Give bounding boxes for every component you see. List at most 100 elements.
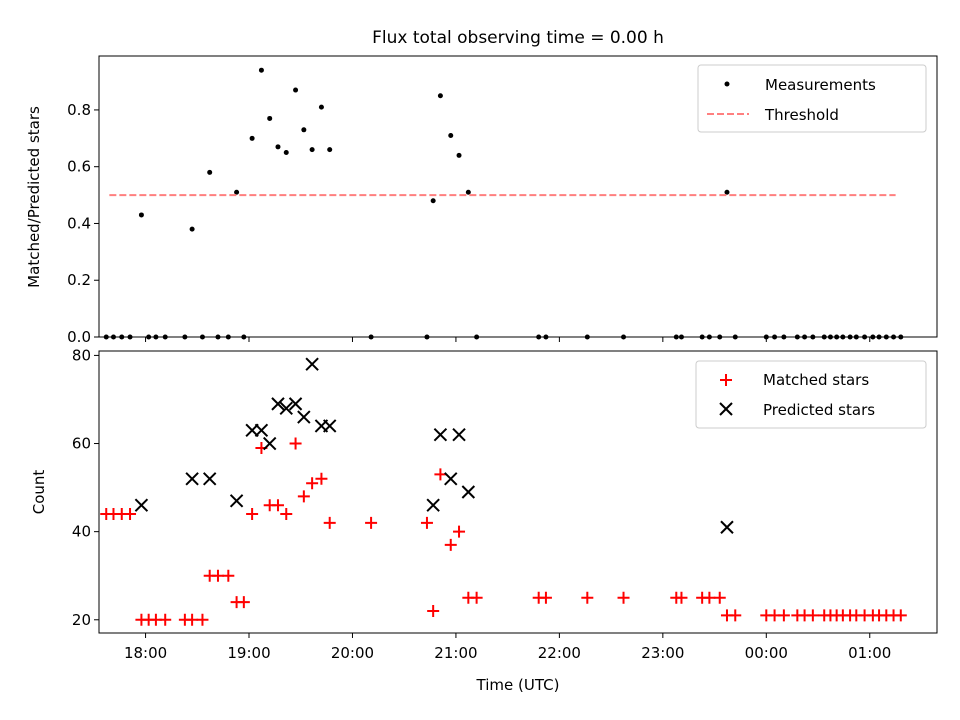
predicted-star-point	[202, 472, 217, 486]
matched-star-point	[365, 516, 378, 529]
predicted-star-point	[444, 472, 458, 486]
matched-star-point	[894, 609, 907, 622]
top-legend-box	[697, 64, 927, 133]
legend-measurements-label: Measurements	[765, 76, 876, 94]
matched-star-point	[315, 472, 328, 485]
measurement-point	[234, 189, 240, 195]
matched-star-point	[617, 591, 630, 604]
matched-star-point	[211, 569, 224, 582]
predicted-star-point	[433, 428, 448, 442]
x-tick-label: 19:00	[227, 644, 270, 662]
measurement-point	[309, 147, 315, 153]
top-y-axis-label: Matched/Predicted stars	[25, 106, 43, 288]
matched-star-point	[237, 596, 250, 609]
y-tick-label: 0.2	[67, 271, 91, 289]
matched-star-point	[444, 538, 457, 551]
bottom-y-axis-label: Count	[30, 470, 48, 515]
predicted-star-point	[279, 401, 293, 415]
measurement-point	[430, 198, 436, 204]
predicted-star-point	[720, 520, 734, 534]
top-panel: 0.00.20.40.60.8 Matched/Predicted stars …	[25, 55, 938, 346]
matched-star-point	[196, 613, 209, 626]
predicted-star-point	[254, 423, 269, 438]
matched-star-point	[713, 591, 726, 604]
y-tick-label: 60	[72, 435, 91, 453]
predicted-star-point	[262, 436, 277, 451]
legend-threshold-label: Threshold	[764, 106, 839, 124]
measurement-point	[301, 127, 307, 133]
predicted-star-point	[452, 428, 466, 442]
matched-star-point	[729, 609, 742, 622]
measurement-point	[258, 67, 264, 73]
matched-star-point	[306, 477, 319, 490]
legend-predicted-marker	[719, 402, 733, 416]
x-tick-label: 21:00	[434, 644, 477, 662]
matched-star-point	[539, 591, 552, 604]
x-tick-label: 20:00	[331, 644, 374, 662]
matched-star-point	[470, 591, 483, 604]
y-tick-label: 0.6	[67, 158, 91, 176]
y-tick-label: 0.4	[67, 214, 91, 232]
bottom-panel: 20 40 60 80 18:00 19:00 20:00 21:00 22:00 23:00 0…	[30, 346, 938, 694]
matched-star-point	[222, 569, 235, 582]
measurement-point	[189, 226, 195, 232]
matched-star-point	[280, 508, 293, 521]
bottom-y-ticks: 20 40 60 80	[72, 346, 99, 629]
bottom-plot-area	[100, 357, 907, 626]
measurement-point	[138, 212, 144, 218]
x-tick-label: 00:00	[745, 644, 788, 662]
matched-star-point	[124, 508, 137, 521]
matched-star-point	[806, 609, 819, 622]
bottom-legend-box	[695, 360, 927, 429]
x-tick-label: 01:00	[848, 644, 891, 662]
measurement-point	[249, 135, 255, 141]
y-tick-label: 20	[72, 611, 91, 629]
predicted-star-point	[461, 485, 476, 499]
matched-star-point	[271, 499, 284, 512]
matched-star-point	[297, 490, 310, 503]
matched-star-point	[427, 604, 440, 617]
matched-star-point	[186, 613, 199, 626]
matched-star-point	[434, 468, 447, 481]
matched-star-point	[159, 613, 172, 626]
chart-title: Flux total observing time = 0.00 h	[372, 28, 664, 48]
matched-star-point	[703, 591, 716, 604]
measurement-point	[327, 147, 333, 153]
matched-star-point	[289, 437, 302, 450]
predicted-star-point	[297, 410, 311, 424]
legend-matched-marker	[720, 374, 732, 386]
measurement-point	[448, 132, 454, 138]
bottom-legend: Matched stars Predicted stars	[695, 360, 927, 429]
x-axis-label: Time (UTC)	[476, 676, 560, 694]
bottom-axes-frame	[98, 350, 938, 634]
y-tick-label: 0.8	[67, 101, 91, 119]
predicted-star-point	[271, 397, 285, 411]
top-x-ticks	[145, 337, 871, 342]
measurement-point	[293, 87, 299, 93]
measurement-point	[283, 150, 289, 156]
x-tick-label: 22:00	[538, 644, 581, 662]
top-legend: Measurements Threshold	[697, 64, 927, 133]
y-tick-label: 40	[72, 523, 91, 541]
predicted-star-point	[323, 419, 337, 433]
y-tick-label: 80	[72, 346, 91, 364]
measurement-point	[207, 169, 213, 175]
matched-star-point	[246, 508, 259, 521]
matched-star-point	[581, 591, 594, 604]
measurement-point	[267, 115, 273, 121]
top-y-ticks: 0.0 0.2 0.4 0.6 0.8	[67, 101, 99, 346]
x-tick-label: 18:00	[124, 644, 167, 662]
predicted-star-point	[134, 498, 149, 512]
predicted-star-point	[229, 494, 244, 508]
measurement-point	[724, 189, 730, 195]
predicted-star-point	[185, 472, 199, 486]
matched-star-point	[777, 609, 790, 622]
measurement-point	[275, 144, 281, 150]
matched-star-point	[420, 516, 433, 529]
measurement-point	[456, 152, 462, 158]
measurement-point	[465, 189, 471, 195]
matched-star-point	[323, 516, 336, 529]
predicted-star-point	[426, 498, 440, 512]
y-tick-label: 0.0	[67, 328, 91, 346]
